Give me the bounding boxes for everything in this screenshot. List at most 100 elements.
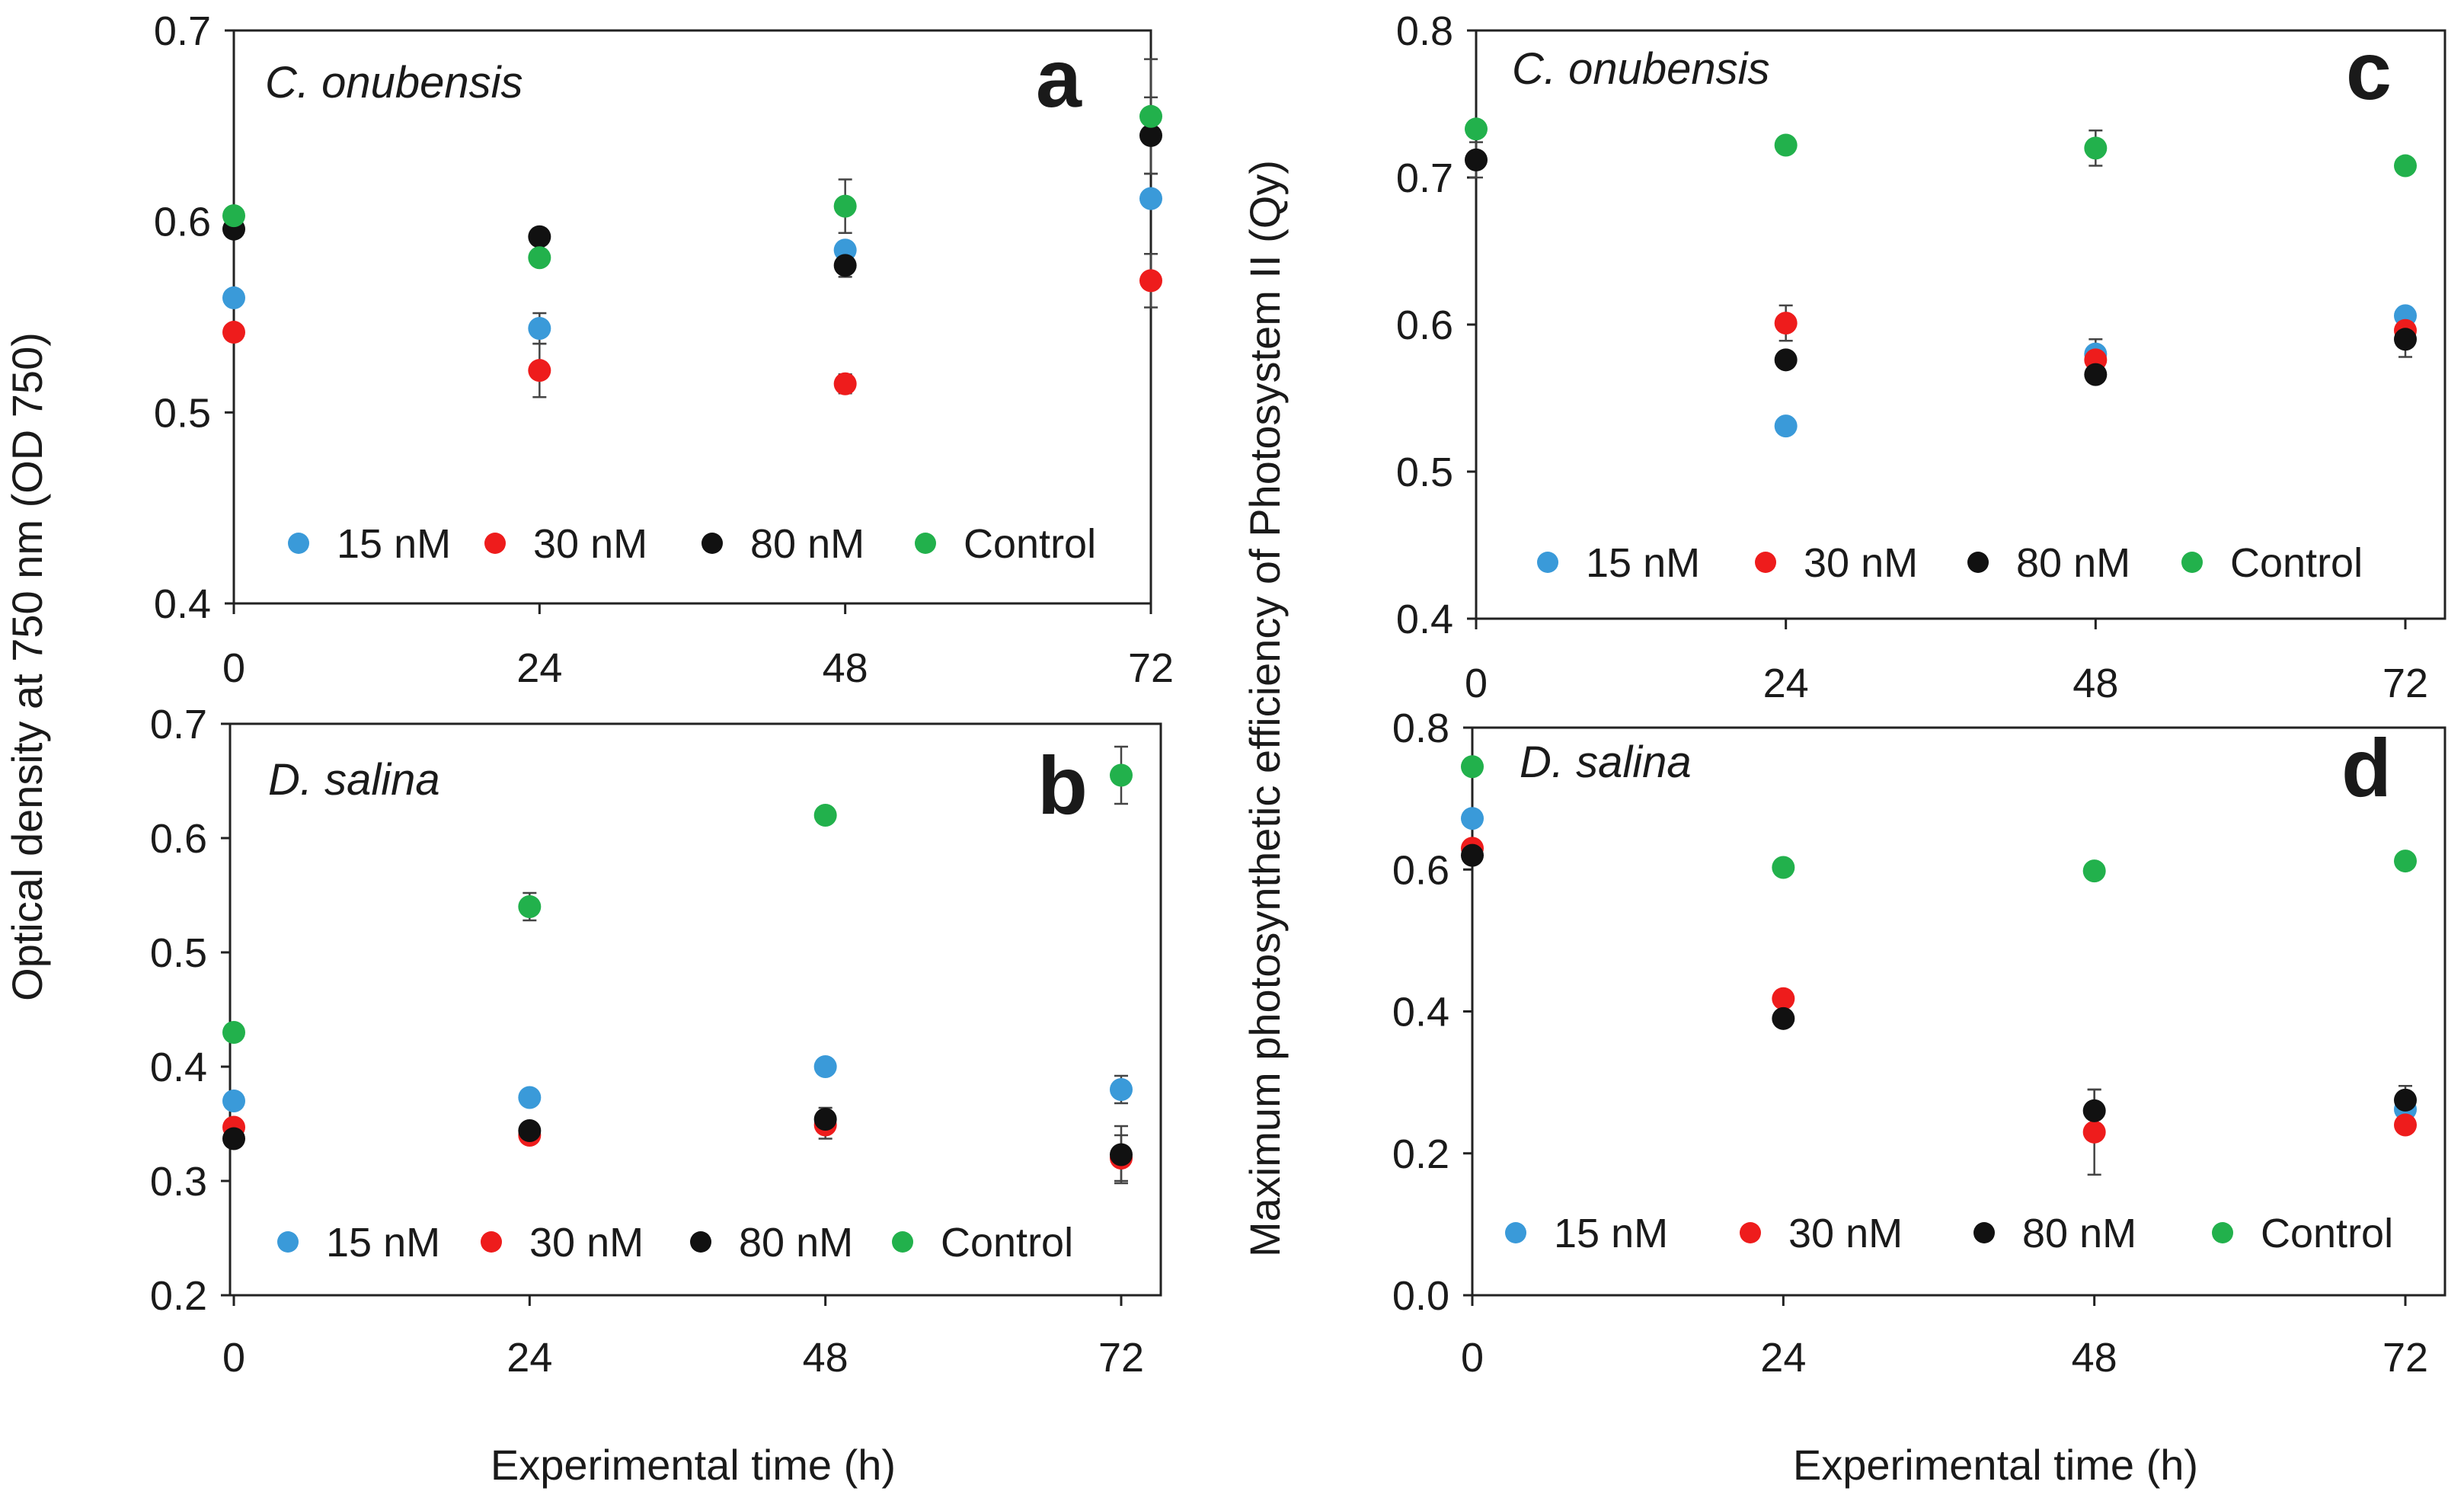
data-point-80-nm xyxy=(2394,1088,2417,1112)
data-point-control xyxy=(222,1021,245,1044)
y-tick-label: 0.0 xyxy=(1392,1273,1449,1319)
data-point-80-nm xyxy=(1110,1143,1133,1166)
data-point-30-nm xyxy=(1772,987,1795,1010)
legend-marker-30-nm xyxy=(484,533,506,554)
legend-marker-80-nm xyxy=(1967,552,1989,573)
y-tick-label: 0.6 xyxy=(150,816,207,862)
right-y-axis-title: Maximum photosynthetic efficiency of Pho… xyxy=(1241,160,1289,1257)
plot-frame xyxy=(229,722,1162,1297)
panel-letter: d xyxy=(2341,722,2392,814)
data-point-control xyxy=(518,895,542,918)
x-tick-label: 72 xyxy=(2383,661,2428,706)
data-point-control xyxy=(1110,763,1133,787)
data-point-15-nm xyxy=(222,1090,245,1112)
x-tick-label: 48 xyxy=(803,1335,848,1381)
legend-label-control: Control xyxy=(2230,540,2363,586)
chart-panel-d: 0.0 0.2 0.4 0.6 0.8 0 24 48 72 D. salina d 15 nM 30 … xyxy=(1392,706,2446,1381)
data-point-80-nm xyxy=(1774,348,1798,372)
x-tick-label: 48 xyxy=(2072,1335,2117,1381)
data-point-control xyxy=(1139,104,1162,128)
data-point-30-nm xyxy=(1774,312,1798,335)
y-tick-label: 0.8 xyxy=(1392,706,1449,751)
data-point-30-nm xyxy=(2082,1120,2106,1144)
data-point-15-nm xyxy=(222,286,245,309)
data-point-15-nm xyxy=(1774,414,1798,438)
data-point-control xyxy=(1772,856,1795,879)
data-point-15-nm xyxy=(1461,807,1484,830)
data-point-15-nm xyxy=(1110,1078,1133,1101)
chart-panel-b: 0.2 0.3 0.4 0.5 0.6 0.7 0 24 48 72 D. salina b 15 nM… xyxy=(150,702,1162,1381)
panel-letter: a xyxy=(1036,32,1082,124)
legend-marker-80-nm xyxy=(701,533,723,554)
panel-title: D. salina xyxy=(268,755,440,805)
data-point-control xyxy=(2394,154,2417,178)
legend-marker-control xyxy=(915,533,936,554)
legend-label-80-nm: 80 nM xyxy=(2016,540,2130,586)
data-point-30-nm xyxy=(2394,1113,2417,1137)
y-tick-label: 0.5 xyxy=(154,390,211,436)
data-point-control xyxy=(2084,136,2108,160)
x-tick-label: 72 xyxy=(1128,645,1174,691)
x-tick-label: 0 xyxy=(1461,1335,1484,1381)
x-tick-label: 48 xyxy=(2073,661,2118,706)
legend-label-15-nm: 15 nM xyxy=(337,521,451,567)
y-tick-label: 0.5 xyxy=(1396,450,1453,495)
legend-label-15-nm: 15 nM xyxy=(1586,540,1700,586)
data-point-control xyxy=(1774,133,1798,157)
x-tick-label: 24 xyxy=(507,1335,552,1381)
legend-label-control: Control xyxy=(941,1220,1073,1266)
chart-panel-a: 0.4 0.5 0.6 0.7 0 24 48 72 C. onubensis a 15 nM 30 … xyxy=(154,8,1174,691)
x-tick-label: 0 xyxy=(1465,661,1488,706)
legend-marker-80-nm xyxy=(690,1231,711,1253)
plot-frame xyxy=(232,29,1152,605)
x-tick-label: 0 xyxy=(222,645,245,691)
legend-label-30-nm: 30 nM xyxy=(1804,540,1918,586)
y-tick-label: 0.3 xyxy=(150,1159,207,1205)
data-point-30-nm xyxy=(833,372,857,395)
data-point-80-nm xyxy=(1465,148,1488,171)
data-point-control xyxy=(528,246,551,270)
data-point-15-nm xyxy=(1139,187,1162,210)
x-tick-label: 72 xyxy=(2383,1335,2428,1381)
legend-label-30-nm: 30 nM xyxy=(533,521,647,567)
legend-marker-80-nm xyxy=(1973,1222,1995,1243)
data-point-80-nm xyxy=(222,1127,245,1150)
legend-label-80-nm: 80 nM xyxy=(739,1220,853,1266)
legend-label-15-nm: 15 nM xyxy=(1554,1211,1668,1256)
data-point-80-nm xyxy=(1461,843,1484,867)
y-tick-label: 0.4 xyxy=(150,1045,207,1090)
panel-title: C. onubensis xyxy=(1512,44,1770,94)
data-point-15-nm xyxy=(518,1086,542,1109)
y-tick-label: 0.7 xyxy=(150,702,207,747)
data-point-control xyxy=(833,194,857,218)
x-tick-label: 24 xyxy=(1763,661,1809,706)
panel-title: C. onubensis xyxy=(265,58,523,107)
legend-marker-control xyxy=(892,1231,913,1253)
data-point-80-nm xyxy=(2084,363,2108,386)
data-point-80-nm xyxy=(2082,1099,2106,1122)
legend-marker-15-nm xyxy=(288,533,309,554)
data-point-control xyxy=(222,204,245,228)
panel-letter: b xyxy=(1037,739,1088,831)
data-point-80-nm xyxy=(1772,1006,1795,1030)
legend-marker-15-nm xyxy=(277,1231,299,1253)
legend-label-80-nm: 80 nM xyxy=(2022,1211,2136,1256)
plot-frame xyxy=(1475,29,2446,620)
legend-marker-30-nm xyxy=(1740,1222,1761,1243)
data-point-control xyxy=(2394,850,2417,873)
data-point-30-nm xyxy=(1139,269,1162,293)
y-tick-label: 0.6 xyxy=(154,200,211,245)
y-tick-label: 0.6 xyxy=(1392,847,1449,893)
legend-marker-15-nm xyxy=(1505,1222,1526,1243)
legend-label-30-nm: 30 nM xyxy=(1788,1211,1903,1256)
x-tick-label: 72 xyxy=(1098,1335,1144,1381)
y-tick-label: 0.2 xyxy=(150,1273,207,1319)
x-tick-label: 24 xyxy=(1760,1335,1806,1381)
data-point-control xyxy=(2082,859,2106,883)
y-tick-label: 0.4 xyxy=(154,581,211,627)
legend-label-80-nm: 80 nM xyxy=(750,521,864,567)
panel-letter: c xyxy=(2346,24,2392,117)
legend-label-15-nm: 15 nM xyxy=(326,1220,440,1266)
y-tick-label: 0.6 xyxy=(1396,302,1453,348)
